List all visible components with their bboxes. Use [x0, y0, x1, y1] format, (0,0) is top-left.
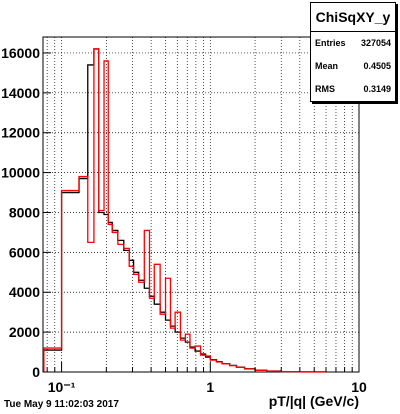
- y-tick-label: 14000: [1, 85, 40, 101]
- stats-rms-label: RMS: [315, 84, 335, 94]
- stats-title: ChiSqXY_y: [311, 3, 395, 32]
- x-axis-title: pT/|q| (GeV/c): [269, 393, 359, 409]
- y-tick-label: 4000: [9, 284, 40, 300]
- stats-rms-value: 0.3149: [363, 84, 391, 94]
- y-tick-label: 6000: [9, 244, 40, 260]
- x-tick-label: 10: [351, 379, 367, 395]
- stats-box: ChiSqXY_y Entries 327054 Mean 0.4505 RMS…: [310, 2, 396, 102]
- timestamp: Tue May 9 11:02:03 2017: [4, 399, 119, 410]
- stats-mean-label: Mean: [315, 61, 339, 71]
- y-tick-label: 12000: [1, 125, 40, 141]
- stats-mean-value: 0.4505: [363, 61, 391, 71]
- stats-row-mean: Mean 0.4505: [311, 55, 395, 78]
- stats-row-entries: Entries 327054: [311, 32, 395, 55]
- y-tick-label: 0: [32, 364, 40, 380]
- x-tick-label: 1: [206, 379, 214, 395]
- y-tick-label: 16000: [1, 45, 40, 61]
- y-tick-label: 2000: [9, 324, 40, 340]
- y-tick-label: 8000: [9, 204, 40, 220]
- stats-entries-value: 327054: [360, 38, 391, 48]
- histogram-series-0: [43, 48, 327, 373]
- x-tick-label: 10⁻¹: [48, 379, 76, 395]
- y-tick-label: 10000: [1, 165, 40, 181]
- stats-row-rms: RMS 0.3149: [311, 78, 395, 101]
- histogram-series-1: [43, 48, 327, 373]
- stats-entries-label: Entries: [315, 38, 346, 48]
- plot-frame: [42, 36, 360, 373]
